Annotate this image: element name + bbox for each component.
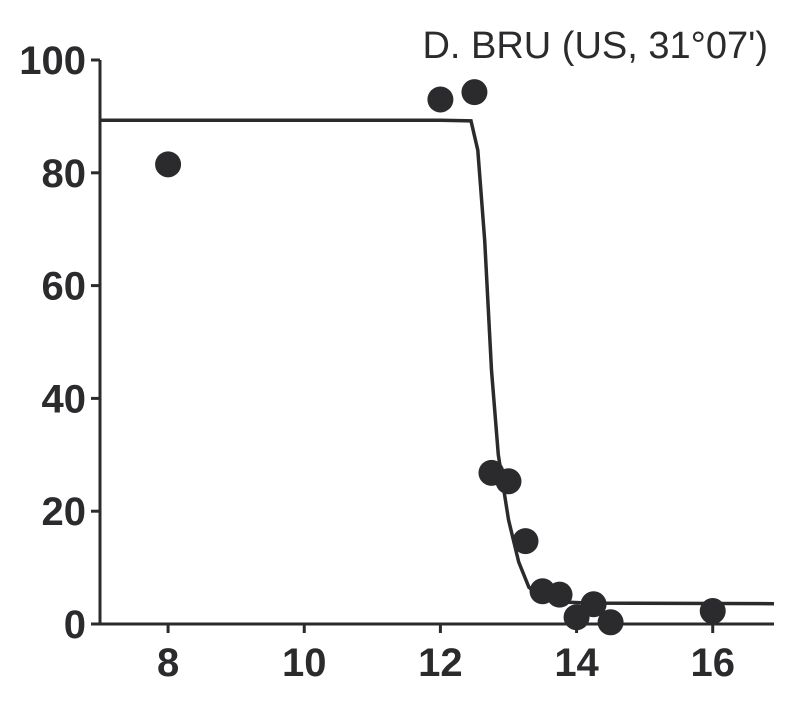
x-tick-label: 16 xyxy=(690,641,735,685)
data-point xyxy=(512,528,539,555)
x-tick-label: 14 xyxy=(554,641,599,685)
x-tick-label: 12 xyxy=(418,641,463,685)
y-tick-label: 40 xyxy=(42,377,87,421)
data-point xyxy=(597,609,624,636)
data-point xyxy=(427,86,454,113)
data-point xyxy=(699,598,726,625)
y-tick-label: 20 xyxy=(42,490,87,534)
y-tick-label: 60 xyxy=(42,265,87,309)
x-tick-label: 10 xyxy=(282,641,327,685)
x-axis-ticks: 8 10 12 14 16 xyxy=(157,624,735,685)
data-point xyxy=(461,79,488,106)
fit-curve xyxy=(100,118,775,606)
data-point xyxy=(580,591,607,618)
data-point xyxy=(546,581,573,608)
y-axis-ticks: 0 20 40 60 80 100 xyxy=(19,39,100,647)
data-point xyxy=(155,151,182,178)
y-tick-label: 80 xyxy=(42,152,87,196)
x-tick-label: 8 xyxy=(157,641,179,685)
y-tick-label: 0 xyxy=(64,603,86,647)
data-points xyxy=(155,79,726,636)
chart-title: D. BRU (US, 31°07') xyxy=(422,25,768,67)
y-tick-label: 100 xyxy=(19,39,86,83)
plot-axes xyxy=(98,60,774,626)
data-point xyxy=(495,468,522,495)
